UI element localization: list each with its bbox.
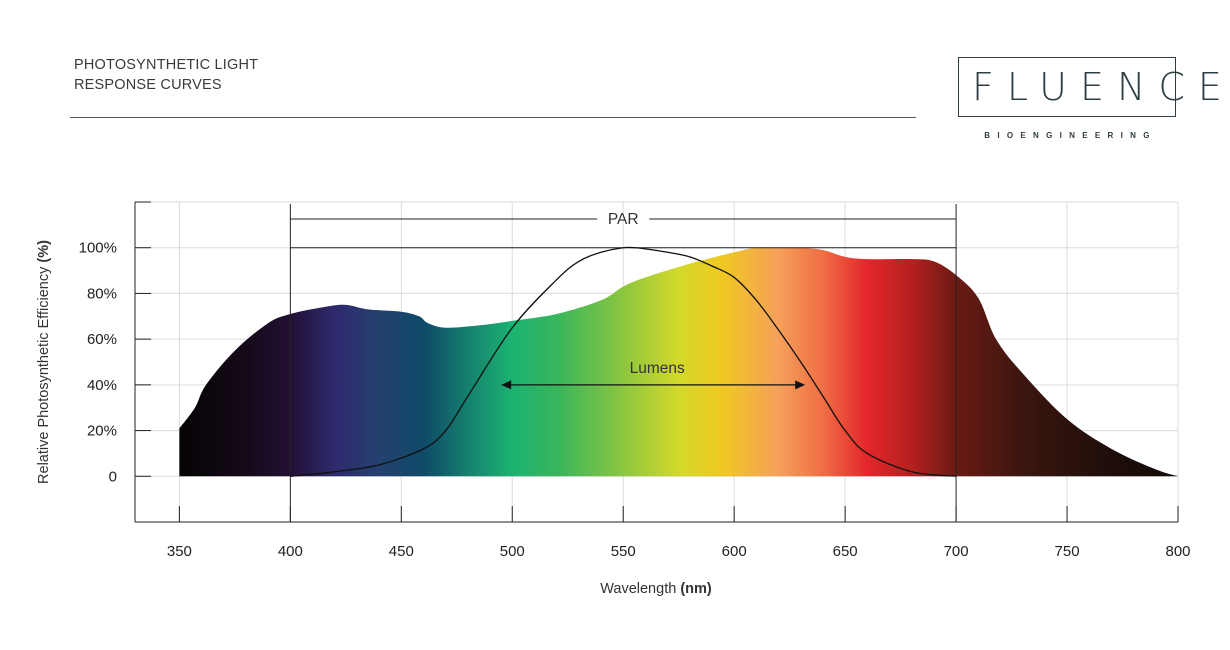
x-axis-label: Wavelength (nm): [600, 581, 712, 597]
y-tick-label-20: 20%: [87, 423, 117, 440]
page-title: PHOTOSYNTHETIC LIGHT RESPONSE CURVES: [74, 55, 258, 95]
lumens-curve: [290, 246, 957, 477]
x-tick-label-450: 450: [389, 543, 414, 560]
x-tick-label-650: 650: [833, 543, 858, 560]
spectrum-area-group: [179, 247, 1178, 477]
y-axis-label-unit: (%): [36, 240, 52, 263]
y-tick-label-0: 0: [109, 468, 117, 485]
lumens-arrowhead-left: [501, 380, 512, 390]
page-title-line1: PHOTOSYNTHETIC LIGHT: [74, 57, 259, 73]
y-tick-label-80: 80%: [87, 285, 117, 302]
x-axis-label-main: Wavelength: [600, 581, 680, 597]
fluence-logo: FLUENCE: [958, 57, 1230, 117]
lumens-arrowhead-right: [795, 380, 806, 390]
title-divider: [70, 117, 916, 118]
lumens-annotation: Lumens: [290, 246, 957, 477]
x-tick-label-800: 800: [1165, 543, 1190, 560]
lumens-label: Lumens: [630, 360, 685, 377]
x-tick-label-700: 700: [944, 543, 969, 560]
x-tick-label-550: 550: [611, 543, 636, 560]
x-tick-label-350: 350: [167, 543, 192, 560]
x-tick-label-750: 750: [1055, 543, 1080, 560]
x-axis-label-unit: (nm): [680, 581, 712, 597]
axes: [134, 201, 1179, 523]
par-label: PAR: [608, 211, 639, 228]
x-tick-label-600: 600: [722, 543, 747, 560]
spectrum-area: [179, 247, 1178, 477]
tick-labels: 350 400 450 500 550 600 650 700 750 800 0 20% 40% 60%…: [79, 240, 1191, 560]
y-axis-label-main: Relative Photosynthetic Efficiency: [36, 263, 52, 484]
logo-subtitle: BIOENGINEERING: [984, 131, 1157, 140]
logo-wordmark: FLUENCE: [972, 65, 1230, 109]
y-axis-label: Relative Photosynthetic Efficiency (%): [36, 240, 52, 484]
y-tick-label-40: 40%: [87, 377, 117, 394]
y-tick-label-100: 100%: [79, 240, 117, 257]
x-tick-label-400: 400: [278, 543, 303, 560]
y-tick-label-60: 60%: [87, 331, 117, 348]
x-tick-label-500: 500: [500, 543, 525, 560]
page-title-line2: RESPONSE CURVES: [74, 77, 222, 93]
